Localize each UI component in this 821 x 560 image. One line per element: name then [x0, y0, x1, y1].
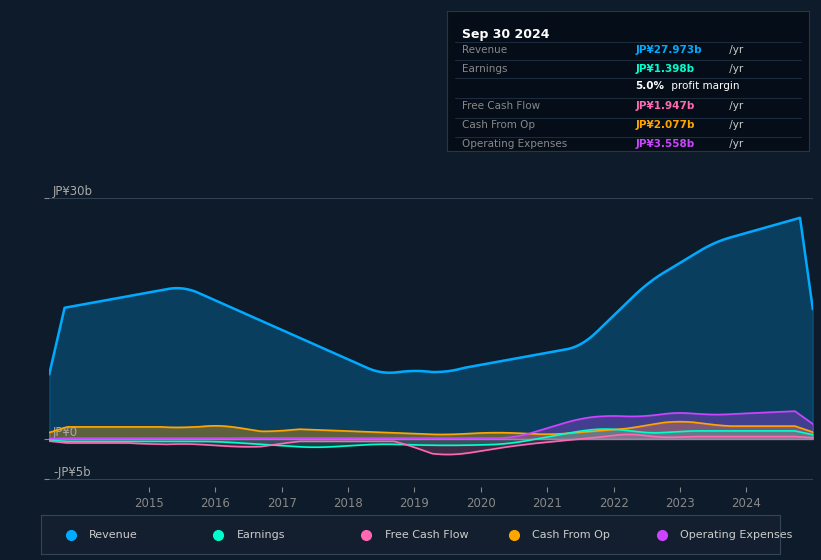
- Text: Operating Expenses: Operating Expenses: [681, 530, 792, 540]
- Text: JP¥0: JP¥0: [53, 426, 78, 439]
- Text: Free Cash Flow: Free Cash Flow: [385, 530, 468, 540]
- Text: Sep 30 2024: Sep 30 2024: [462, 28, 549, 41]
- Text: Earnings: Earnings: [462, 64, 507, 74]
- Text: Operating Expenses: Operating Expenses: [462, 139, 567, 148]
- Text: Cash From Op: Cash From Op: [462, 120, 535, 130]
- Text: /yr: /yr: [726, 139, 743, 148]
- Text: /yr: /yr: [726, 64, 743, 74]
- Text: JP¥1.947b: JP¥1.947b: [635, 101, 695, 111]
- Text: JP¥1.398b: JP¥1.398b: [635, 64, 695, 74]
- Text: /yr: /yr: [726, 101, 743, 111]
- Text: JP¥30b: JP¥30b: [53, 185, 93, 198]
- Text: Revenue: Revenue: [89, 530, 138, 540]
- Text: Free Cash Flow: Free Cash Flow: [462, 101, 540, 111]
- Text: JP¥2.077b: JP¥2.077b: [635, 120, 695, 130]
- Text: -JP¥5b: -JP¥5b: [53, 466, 90, 479]
- Text: /yr: /yr: [726, 120, 743, 130]
- Text: 5.0%: 5.0%: [635, 81, 664, 91]
- Text: JP¥27.973b: JP¥27.973b: [635, 45, 702, 55]
- Text: JP¥3.558b: JP¥3.558b: [635, 139, 695, 148]
- Text: Revenue: Revenue: [462, 45, 507, 55]
- Text: Earnings: Earnings: [237, 530, 286, 540]
- Text: profit margin: profit margin: [667, 81, 739, 91]
- Text: Cash From Op: Cash From Op: [533, 530, 610, 540]
- Text: /yr: /yr: [726, 45, 743, 55]
